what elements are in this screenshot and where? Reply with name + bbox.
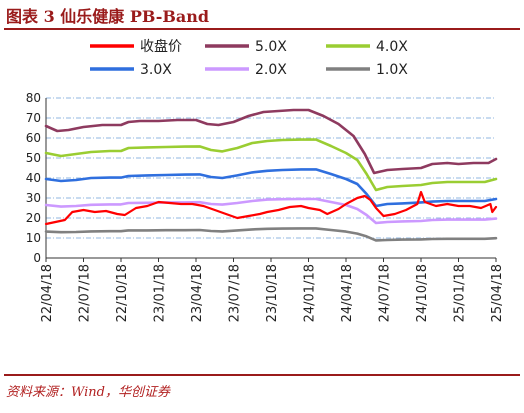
x-tick-label: 22/07/18 xyxy=(78,264,93,322)
x-tick-label: 24/10/18 xyxy=(415,264,430,322)
legend-label: 1.0X xyxy=(376,62,408,78)
y-tick-label: 20 xyxy=(26,211,41,225)
x-tick-label: 23/04/18 xyxy=(190,264,205,322)
y-tick-label: 10 xyxy=(26,231,41,245)
series-line-5 xyxy=(44,227,498,242)
chart-series xyxy=(44,108,498,242)
x-tick-label: 25/04/18 xyxy=(490,264,505,322)
y-tick-label: 60 xyxy=(26,131,41,145)
y-tick-label: 30 xyxy=(26,191,41,205)
source-note: 资料来源：Wind，华创证券 xyxy=(6,385,170,400)
y-tick-label: 80 xyxy=(26,91,41,105)
title-rule xyxy=(4,28,520,30)
x-tick-label: 24/04/18 xyxy=(340,264,355,322)
legend-label: 3.0X xyxy=(140,62,172,78)
source-rule xyxy=(4,374,520,376)
pb-band-chart: 收盘价 5.0X 4.0X 3.0X 2.0X 1.0X 0 10 20 30 40 50 60 70 8… xyxy=(26,38,505,322)
series-line-1 xyxy=(44,108,498,175)
y-tick-label: 70 xyxy=(26,111,41,125)
legend-label: 4.0X xyxy=(376,39,408,55)
y-tick-label: 50 xyxy=(26,151,41,165)
x-tick-label: 23/07/18 xyxy=(228,264,243,322)
x-tick-label: 23/10/18 xyxy=(265,264,280,322)
y-axis-tick-labels: 0 10 20 30 40 50 60 70 80 xyxy=(26,91,41,265)
y-tick-label: 0 xyxy=(33,251,41,265)
legend-label: 收盘价 xyxy=(140,38,182,55)
chart-gridlines xyxy=(46,97,496,239)
figure-title: 图表 3 仙乐健康 PB-Band xyxy=(6,7,210,26)
x-axis-tick-labels: 22/04/18 22/07/18 22/10/18 23/01/18 23/04/18… xyxy=(40,264,505,322)
series-line-2 xyxy=(44,138,498,192)
x-tick-label: 22/10/18 xyxy=(115,264,130,322)
x-tick-label: 24/07/18 xyxy=(378,264,393,322)
x-tick-label: 22/04/18 xyxy=(40,264,55,322)
legend-label: 5.0X xyxy=(255,39,287,55)
chart-axes xyxy=(45,98,497,262)
x-tick-label: 23/01/18 xyxy=(153,264,168,322)
series-line-4 xyxy=(44,197,498,225)
y-tick-label: 40 xyxy=(26,171,41,185)
x-tick-label: 24/01/18 xyxy=(303,264,318,322)
legend-label: 2.0X xyxy=(255,62,287,78)
series-line-0 xyxy=(44,190,498,226)
chart-legend: 收盘价 5.0X 4.0X 3.0X 2.0X 1.0X xyxy=(90,38,408,78)
x-tick-label: 25/01/18 xyxy=(453,264,468,322)
